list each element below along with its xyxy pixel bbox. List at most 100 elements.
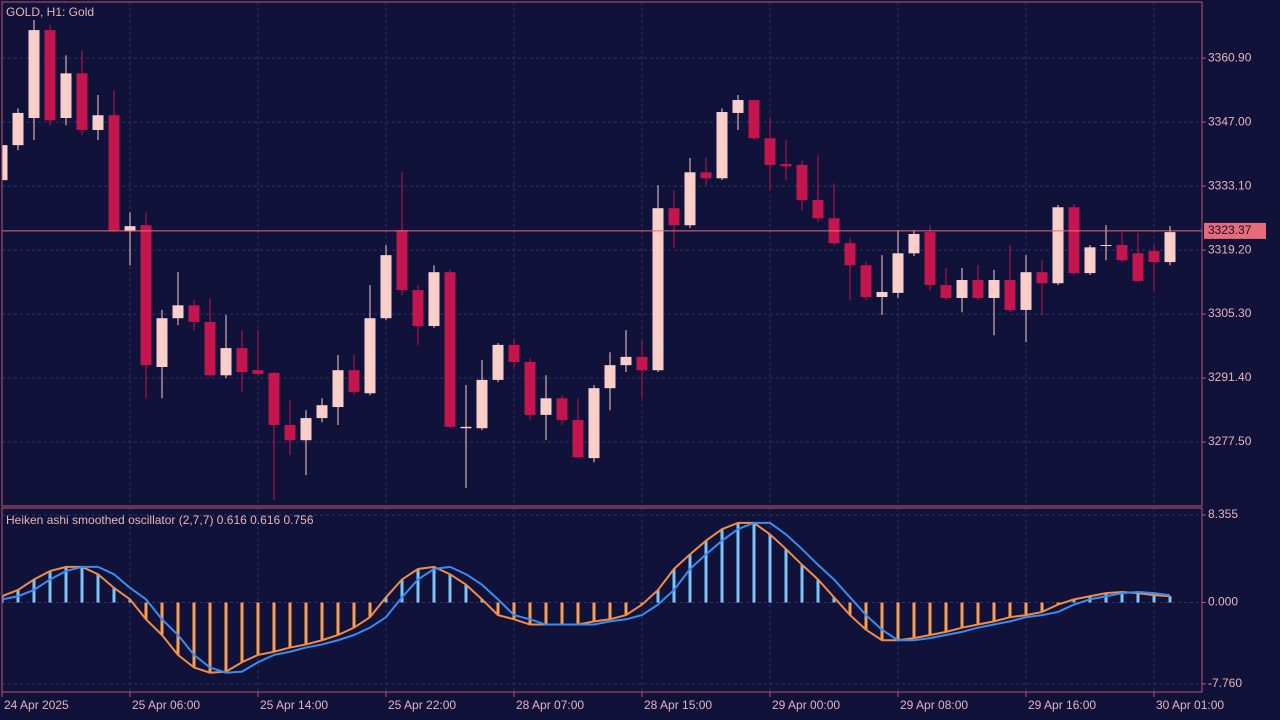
histogram-bar — [880, 602, 884, 641]
candle-body — [1004, 280, 1016, 310]
oscillator-panel — [2, 508, 1202, 692]
candle-body — [764, 138, 776, 165]
candle-body — [556, 398, 568, 420]
candle-body — [396, 230, 408, 291]
histogram-bar — [960, 602, 964, 628]
candle-body — [508, 344, 520, 362]
candle-body — [348, 370, 360, 392]
candle-body — [652, 208, 664, 371]
candle-body — [540, 398, 552, 415]
oscillator-line — [2, 521, 1171, 674]
histogram-bar — [1008, 602, 1012, 618]
y-tick-label: 3360.90 — [1208, 50, 1252, 64]
histogram-bar — [784, 549, 788, 603]
price-frame — [1, 1, 1203, 507]
candle-body — [1036, 272, 1048, 284]
candle-body — [492, 344, 504, 380]
candle-body — [188, 305, 200, 322]
candle-body — [284, 424, 296, 441]
histogram-bar — [448, 574, 452, 603]
x-tick-label: 30 Apr 01:00 — [1156, 698, 1224, 712]
histogram-bar — [800, 564, 804, 603]
histogram-bar — [576, 602, 580, 625]
candle-body — [124, 226, 136, 232]
candle-body — [668, 208, 680, 226]
candle-body — [156, 318, 168, 367]
histogram-bar — [112, 587, 116, 603]
histogram-bar — [496, 602, 500, 616]
histogram-bar — [304, 602, 308, 645]
histogram-bar — [240, 602, 244, 663]
candle-body — [332, 370, 344, 408]
histogram-bar — [752, 522, 756, 603]
candle-body — [476, 379, 488, 429]
candle-body — [300, 418, 312, 441]
candle-body — [92, 115, 104, 130]
histogram-bar — [1072, 599, 1076, 603]
candle-body — [380, 255, 392, 319]
histogram-bar — [624, 602, 628, 616]
candle-body — [1132, 253, 1144, 281]
histogram-bar — [464, 584, 468, 603]
histogram-bar — [608, 602, 612, 620]
histogram-bar — [144, 602, 148, 620]
candle-body — [204, 321, 216, 376]
oscillator-title: Heiken ashi smoothed oscillator (2,7,7) … — [6, 513, 314, 527]
x-tick-label: 29 Apr 00:00 — [772, 698, 840, 712]
candle-body — [748, 100, 760, 139]
histogram-bar — [832, 597, 836, 603]
candle-body — [76, 73, 88, 130]
chart-title: GOLD, H1: Gold — [6, 5, 94, 19]
candle-body — [956, 280, 968, 298]
histogram-bar — [1168, 596, 1172, 603]
histogram-bar — [368, 602, 372, 618]
y-tick-label: 3333.10 — [1208, 178, 1252, 192]
candle-body — [524, 361, 536, 415]
histogram-bar — [64, 566, 68, 603]
histogram-bar — [288, 602, 292, 648]
histogram-bar — [416, 568, 420, 603]
candle-body — [1100, 245, 1112, 247]
axes: 3360.90 3347.00 3333.10 3319.20 3305.30 3291.… — [1, 50, 1266, 712]
histogram-bar — [1152, 595, 1156, 603]
histogram-bar — [1120, 592, 1124, 603]
candle-body — [732, 100, 744, 113]
candle-body — [1068, 207, 1080, 274]
candle-body — [252, 370, 264, 374]
histogram-bar — [656, 589, 660, 603]
candle-body — [12, 112, 24, 146]
candle-body — [1020, 272, 1032, 310]
candle-body — [364, 318, 376, 394]
candle-body — [108, 115, 120, 231]
histogram-bar — [96, 574, 100, 603]
candle-body — [700, 172, 712, 179]
histogram-bar — [256, 602, 260, 655]
histogram-bar — [480, 599, 484, 603]
candle-body — [876, 291, 888, 298]
x-tick-label: 28 Apr 07:00 — [516, 698, 584, 712]
y-tick-label: -7.760 — [1208, 676, 1242, 690]
histogram-bar — [672, 568, 676, 603]
candle-body — [460, 426, 472, 429]
last-price-box — [1204, 222, 1266, 239]
last-price-label: 3323.37 — [1208, 223, 1252, 237]
price-panel — [2, 2, 1202, 506]
candle-body — [988, 280, 1000, 298]
candle-body — [972, 280, 984, 298]
candle-body — [860, 265, 872, 298]
x-tick-label: 28 Apr 15:00 — [644, 698, 712, 712]
histogram-bar — [320, 602, 324, 641]
histogram-bar — [352, 602, 356, 628]
histogram-bar — [704, 540, 708, 603]
histogram-bar — [848, 602, 852, 616]
candle-body — [716, 112, 728, 179]
histogram-bar — [336, 602, 340, 635]
histogram-bar — [992, 602, 996, 622]
x-tick-label: 25 Apr 06:00 — [132, 698, 200, 712]
candle-body — [620, 356, 632, 366]
histogram-bar — [976, 602, 980, 625]
histogram-bar — [592, 602, 596, 622]
y-tick-label: 0.000 — [1208, 595, 1238, 609]
